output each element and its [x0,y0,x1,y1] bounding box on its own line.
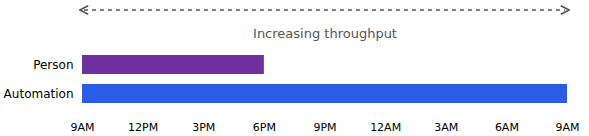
svg-text:9AM: 9AM [70,121,94,134]
svg-text:3AM: 3AM [434,121,458,134]
svg-text:Increasing throughput: Increasing throughput [253,26,397,41]
svg-text:6PM: 6PM [253,121,276,134]
svg-text:12PM: 12PM [128,121,158,134]
svg-text:12AM: 12AM [370,121,401,134]
svg-text:6AM: 6AM [495,121,519,134]
svg-text:Automation: Automation [4,87,74,101]
svg-text:9PM: 9PM [313,121,336,134]
svg-text:3PM: 3PM [192,121,215,134]
svg-text:9AM: 9AM [555,121,579,134]
svg-text:Person: Person [33,58,73,72]
